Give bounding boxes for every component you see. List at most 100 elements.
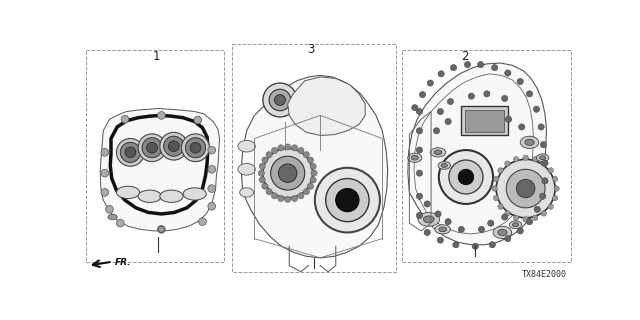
Polygon shape — [461, 106, 508, 135]
Circle shape — [116, 139, 145, 166]
Circle shape — [101, 148, 109, 156]
Polygon shape — [465, 110, 504, 132]
Circle shape — [310, 163, 316, 170]
Ellipse shape — [423, 216, 434, 223]
Circle shape — [542, 160, 548, 166]
Circle shape — [138, 134, 166, 162]
Circle shape — [298, 193, 304, 199]
Bar — [402, 50, 571, 262]
Circle shape — [505, 236, 511, 242]
Circle shape — [208, 165, 216, 173]
Ellipse shape — [238, 164, 255, 175]
Circle shape — [259, 170, 264, 176]
Ellipse shape — [239, 188, 253, 197]
Ellipse shape — [116, 186, 140, 198]
Circle shape — [417, 193, 422, 199]
Circle shape — [190, 142, 201, 153]
Circle shape — [540, 193, 546, 199]
Circle shape — [505, 211, 510, 216]
Circle shape — [554, 186, 559, 191]
Ellipse shape — [536, 154, 549, 162]
Polygon shape — [408, 63, 547, 245]
Circle shape — [489, 242, 495, 248]
Circle shape — [291, 195, 298, 202]
Circle shape — [424, 201, 430, 207]
Circle shape — [116, 219, 124, 227]
Circle shape — [534, 206, 540, 212]
Circle shape — [505, 70, 511, 76]
Circle shape — [518, 124, 525, 130]
Circle shape — [278, 145, 284, 151]
Circle shape — [493, 176, 499, 182]
Circle shape — [532, 215, 538, 220]
Ellipse shape — [138, 190, 161, 203]
Circle shape — [523, 217, 529, 222]
Circle shape — [160, 132, 188, 160]
Circle shape — [513, 215, 519, 220]
Circle shape — [542, 178, 548, 184]
Circle shape — [194, 116, 202, 124]
Circle shape — [101, 169, 109, 177]
Circle shape — [417, 170, 422, 176]
Circle shape — [121, 116, 129, 123]
Circle shape — [142, 138, 162, 158]
Ellipse shape — [108, 214, 117, 220]
Circle shape — [326, 179, 369, 222]
Circle shape — [428, 80, 433, 86]
Circle shape — [552, 176, 558, 182]
Circle shape — [478, 226, 484, 232]
Ellipse shape — [238, 140, 255, 152]
Circle shape — [271, 193, 278, 199]
Circle shape — [285, 196, 291, 203]
Circle shape — [532, 156, 538, 162]
Ellipse shape — [430, 148, 446, 157]
Circle shape — [517, 228, 524, 234]
Ellipse shape — [509, 221, 522, 228]
Ellipse shape — [438, 162, 451, 169]
Circle shape — [417, 147, 422, 153]
Circle shape — [125, 147, 136, 158]
Circle shape — [502, 214, 508, 220]
Circle shape — [417, 108, 422, 115]
Circle shape — [278, 164, 297, 182]
Ellipse shape — [493, 226, 511, 239]
Circle shape — [417, 128, 422, 134]
Circle shape — [208, 185, 216, 192]
Circle shape — [502, 95, 508, 101]
Circle shape — [472, 243, 478, 249]
Circle shape — [439, 150, 493, 204]
Circle shape — [433, 128, 440, 134]
Circle shape — [438, 71, 444, 77]
Circle shape — [336, 188, 359, 212]
Circle shape — [526, 91, 532, 97]
Circle shape — [458, 169, 474, 185]
Ellipse shape — [418, 212, 440, 226]
Circle shape — [266, 188, 272, 195]
Ellipse shape — [540, 156, 546, 160]
Bar — [232, 44, 396, 272]
Circle shape — [157, 226, 165, 233]
Circle shape — [468, 93, 474, 99]
Circle shape — [437, 108, 444, 115]
Circle shape — [120, 142, 140, 162]
Circle shape — [101, 188, 109, 196]
Circle shape — [157, 112, 165, 119]
Circle shape — [435, 211, 441, 217]
Text: 2: 2 — [461, 50, 468, 63]
Circle shape — [548, 204, 554, 209]
Circle shape — [445, 118, 451, 124]
Circle shape — [262, 183, 268, 189]
Circle shape — [278, 195, 284, 202]
Circle shape — [541, 161, 547, 166]
Circle shape — [492, 65, 498, 71]
Circle shape — [298, 148, 304, 154]
Circle shape — [262, 157, 268, 163]
Circle shape — [307, 157, 314, 163]
Circle shape — [488, 220, 494, 226]
Circle shape — [492, 186, 497, 191]
Circle shape — [412, 105, 418, 111]
Ellipse shape — [439, 227, 447, 232]
Circle shape — [106, 205, 113, 213]
Ellipse shape — [408, 153, 422, 162]
Circle shape — [505, 161, 510, 166]
